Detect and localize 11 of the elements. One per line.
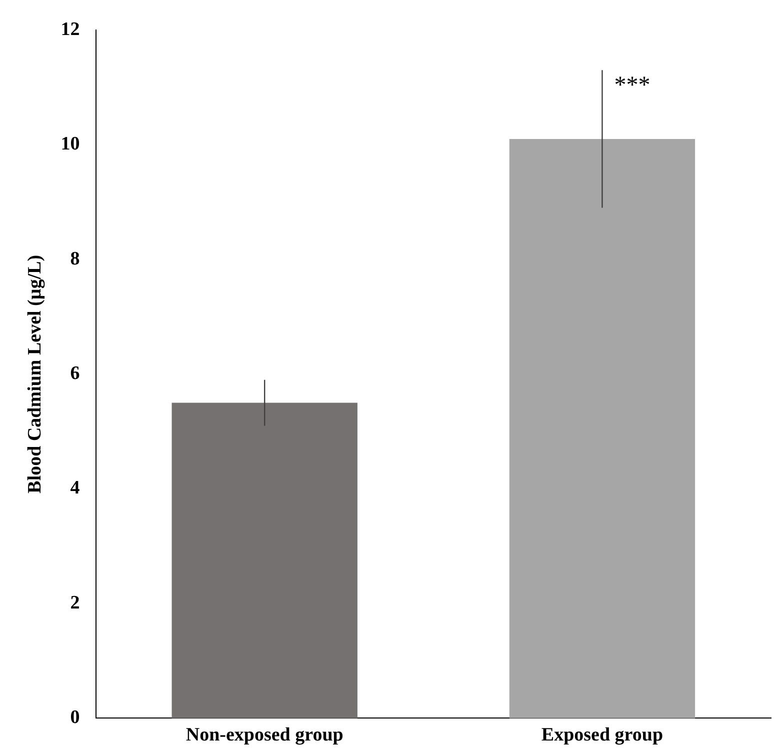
y-tick-label: 6: [70, 363, 80, 384]
y-tick-label: 0: [70, 707, 80, 728]
y-tick-label: 2: [70, 592, 80, 614]
x-tick-label: Exposed group: [541, 724, 664, 746]
annotation: ***: [614, 72, 650, 98]
y-tick-label: 10: [60, 134, 80, 155]
y-tick-label: 4: [70, 478, 80, 499]
y-axis-title: Blood Cadmium Level (µg/L): [24, 254, 46, 494]
y-tick-label: 12: [60, 18, 80, 40]
x-tick-label: Non-exposed group: [186, 724, 344, 746]
y-tick-label: 8: [70, 248, 80, 270]
